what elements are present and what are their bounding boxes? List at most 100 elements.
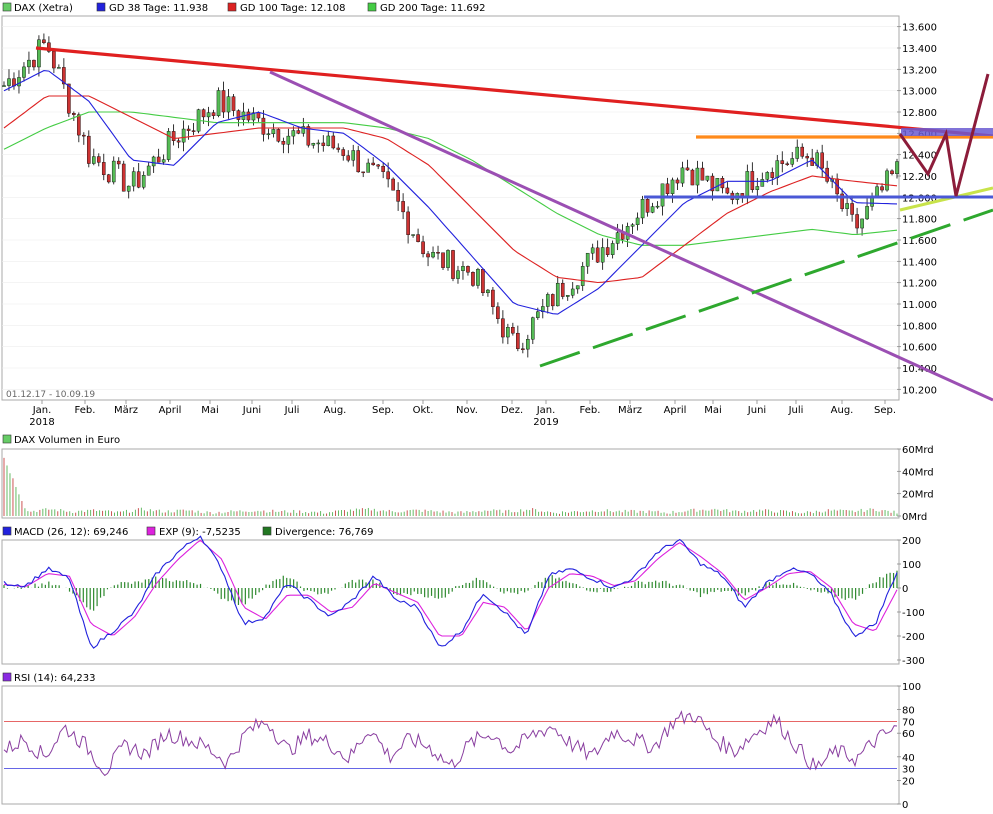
candle-body: [371, 162, 375, 166]
price-y-tick-label: 11.600: [902, 236, 937, 247]
candle-body: [191, 130, 196, 132]
price-y-tick-label: 13.400: [902, 44, 937, 55]
macd-y-tick-label: -100: [902, 608, 925, 619]
ma38-line: [3, 70, 898, 315]
candle-body: [206, 112, 211, 118]
candle-body: [680, 167, 685, 184]
candle-body: [62, 67, 66, 85]
candle-body: [545, 294, 550, 307]
month-label: Feb.: [580, 405, 601, 416]
candle-body: [585, 252, 590, 267]
legend-label-gd200: GD 200 Tage: 11.692: [380, 3, 486, 14]
candle-body: [406, 211, 410, 235]
candle-body: [151, 156, 156, 167]
candle-body: [516, 332, 520, 349]
candle-body: [351, 150, 356, 161]
candle-body: [171, 131, 176, 141]
legend-swatch-exp: [146, 526, 156, 536]
macd-y-tick-label: -300: [902, 656, 925, 667]
candle-body: [491, 289, 495, 307]
candle-body: [710, 175, 715, 192]
trendline-red: [35, 46, 993, 138]
legend-label-divergence: Divergence: 76,769: [275, 527, 374, 538]
candle-body: [785, 163, 790, 165]
candle-body: [22, 66, 26, 78]
candle-body: [121, 163, 126, 192]
candle-body: [555, 283, 560, 307]
candle-body: [536, 311, 540, 318]
candle-body: [640, 199, 645, 219]
candle-body: [725, 187, 730, 194]
price-y-axis: 13.60013.40013.20013.00012.80012.60012.4…: [897, 23, 937, 396]
candle-body: [221, 90, 226, 113]
legend-swatch-volume: [2, 434, 12, 444]
candle-body: [790, 158, 795, 165]
rsi-reference-label: 30: [902, 765, 915, 776]
candle-body: [820, 152, 824, 169]
year-label: 2018: [29, 417, 54, 428]
candle-body: [37, 39, 41, 68]
volume-panel: DAX Volumen in Euro 60Mrd 40Mrd 20Mrd 0Mrd: [1, 434, 934, 523]
candle-body: [426, 253, 430, 258]
trendline-purple: [269, 70, 993, 402]
month-label: Okt.: [413, 405, 434, 416]
candle-body: [560, 283, 565, 297]
candle-body: [296, 130, 301, 134]
candle-body: [880, 186, 884, 191]
month-label: März: [114, 405, 138, 416]
candle-body: [401, 201, 405, 213]
volume-plot-area: [1, 448, 900, 519]
candle-body: [780, 160, 785, 164]
price-y-tick-label: 12.800: [902, 108, 937, 119]
candle-body: [715, 178, 720, 192]
candle-body: [565, 294, 570, 297]
legend-swatch-gd100: [227, 2, 237, 12]
candle-body: [146, 165, 151, 176]
candle-body: [176, 140, 181, 143]
candle-body: [451, 250, 455, 279]
candle-body: [476, 269, 480, 286]
candle-body: [361, 171, 365, 174]
month-label: Dez.: [501, 405, 523, 416]
candle-body: [396, 190, 400, 202]
candle-body: [895, 161, 899, 175]
candle-body: [595, 247, 600, 263]
macd-y-tick-label: 0: [902, 584, 908, 595]
candle-body: [77, 114, 81, 136]
candle-body: [161, 159, 166, 163]
legend-label-gd100: GD 100 Tage: 12.108: [240, 3, 346, 14]
price-y-tick-label: 10.200: [902, 385, 937, 396]
candle-body: [236, 110, 241, 120]
candle-body: [32, 59, 36, 68]
candle-body: [17, 77, 21, 87]
candle-body: [461, 266, 465, 271]
legend-swatch-divergence: [262, 526, 272, 536]
candle-body: [610, 243, 615, 255]
legend-swatch-macd: [2, 526, 12, 536]
candle-body: [615, 232, 620, 244]
candle-body: [346, 155, 351, 161]
candle-body: [101, 162, 106, 175]
legend-label-exp: EXP (9): -7,5235: [159, 527, 241, 538]
candle-body: [106, 174, 111, 183]
candle-body: [745, 171, 750, 198]
trendline-yellow: [899, 186, 993, 212]
candle-body: [580, 266, 585, 286]
candle-body: [765, 172, 770, 180]
price-y-tick-label: 11.200: [902, 279, 937, 290]
price-y-tick-label: 11.400: [902, 257, 937, 268]
candle-body: [271, 129, 276, 135]
candle-body: [87, 135, 91, 164]
legend-swatch-dax: [2, 2, 12, 12]
price-candles: [2, 33, 899, 358]
macd-y-tick-label: -200: [902, 632, 925, 643]
candle-body: [131, 171, 136, 187]
macd-line: [3, 535, 898, 649]
month-label: Nov.: [456, 405, 478, 416]
candle-body: [660, 183, 665, 207]
candle-body: [141, 175, 146, 188]
candle-body: [201, 109, 206, 118]
candle-body: [72, 113, 76, 115]
candle-body: [590, 247, 595, 254]
